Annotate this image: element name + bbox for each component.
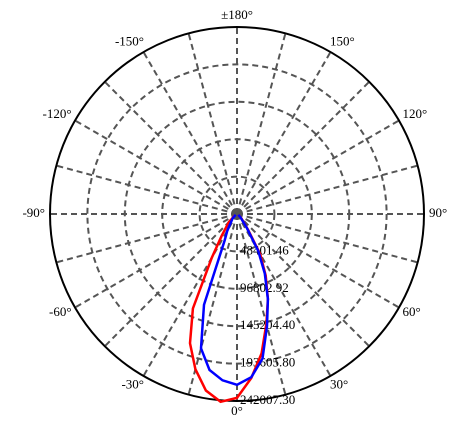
spoke — [187, 213, 238, 395]
angle-tick-label: ±180° — [221, 7, 253, 22]
series-line — [199, 213, 270, 387]
spoke — [236, 33, 287, 215]
spoke — [236, 213, 287, 395]
spoke — [142, 51, 238, 215]
angle-tick-label: -90° — [22, 205, 45, 220]
spoke — [74, 213, 238, 309]
r-tick-label: 96802.92 — [240, 280, 289, 295]
spoke — [236, 213, 400, 309]
r-tick-label: 48401.46 — [240, 242, 289, 257]
angle-tick-label: -30° — [121, 376, 144, 391]
angle-tick-label: 120° — [402, 106, 427, 121]
spoke — [236, 213, 370, 347]
spoke — [236, 213, 418, 264]
r-tick-label: 242007.30 — [240, 392, 295, 407]
angle-tick-label: 30° — [330, 376, 348, 391]
angle-tick-label: 90° — [429, 205, 447, 220]
grid-ring — [198, 175, 276, 253]
spoke — [236, 164, 418, 215]
grid-ring — [161, 138, 313, 290]
spoke — [236, 119, 400, 215]
outer-circle — [49, 26, 425, 402]
spoke — [104, 213, 238, 347]
angle-tick-label: 0° — [231, 403, 243, 418]
spoke — [104, 81, 238, 215]
spoke — [74, 119, 238, 215]
angle-tick-label: -60° — [49, 304, 72, 319]
spoke — [236, 81, 370, 215]
angle-tick-label: -120° — [42, 106, 71, 121]
spoke — [236, 51, 332, 215]
r-tick-label: 193605.80 — [240, 355, 295, 370]
spoke — [142, 213, 238, 377]
grid-ring — [86, 63, 388, 365]
spoke — [187, 33, 238, 215]
grid-ring — [123, 100, 351, 328]
angle-tick-label: -150° — [115, 34, 144, 49]
angle-tick-label: 60° — [402, 304, 420, 319]
spoke — [56, 164, 238, 215]
spoke — [56, 213, 238, 264]
angle-tick-label: 150° — [330, 34, 355, 49]
